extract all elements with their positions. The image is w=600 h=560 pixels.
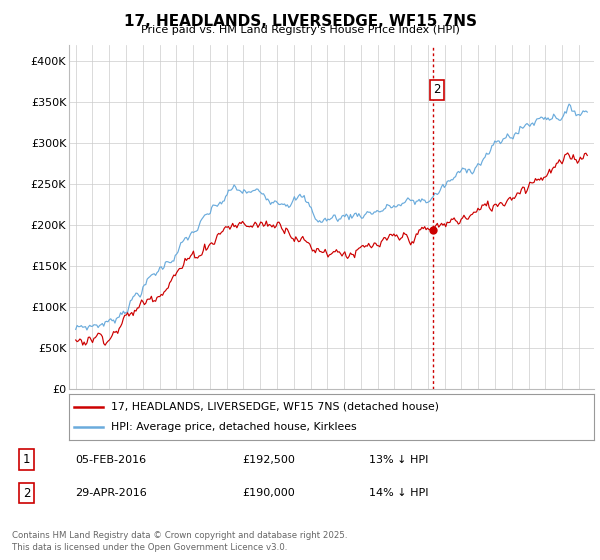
Text: 14% ↓ HPI: 14% ↓ HPI bbox=[369, 488, 428, 498]
Text: 2: 2 bbox=[23, 487, 30, 500]
Text: HPI: Average price, detached house, Kirklees: HPI: Average price, detached house, Kirk… bbox=[111, 422, 356, 432]
Text: 05-FEB-2016: 05-FEB-2016 bbox=[76, 455, 146, 465]
Text: £192,500: £192,500 bbox=[242, 455, 295, 465]
Text: £190,000: £190,000 bbox=[242, 488, 295, 498]
Text: 17, HEADLANDS, LIVERSEDGE, WF15 7NS: 17, HEADLANDS, LIVERSEDGE, WF15 7NS bbox=[124, 14, 476, 29]
Text: 1: 1 bbox=[23, 453, 30, 466]
Text: Contains HM Land Registry data © Crown copyright and database right 2025.
This d: Contains HM Land Registry data © Crown c… bbox=[12, 531, 347, 552]
Text: 2: 2 bbox=[433, 83, 440, 96]
Text: Price paid vs. HM Land Registry's House Price Index (HPI): Price paid vs. HM Land Registry's House … bbox=[140, 25, 460, 35]
Text: 17, HEADLANDS, LIVERSEDGE, WF15 7NS (detached house): 17, HEADLANDS, LIVERSEDGE, WF15 7NS (det… bbox=[111, 402, 439, 412]
Text: 13% ↓ HPI: 13% ↓ HPI bbox=[369, 455, 428, 465]
Text: 29-APR-2016: 29-APR-2016 bbox=[76, 488, 147, 498]
